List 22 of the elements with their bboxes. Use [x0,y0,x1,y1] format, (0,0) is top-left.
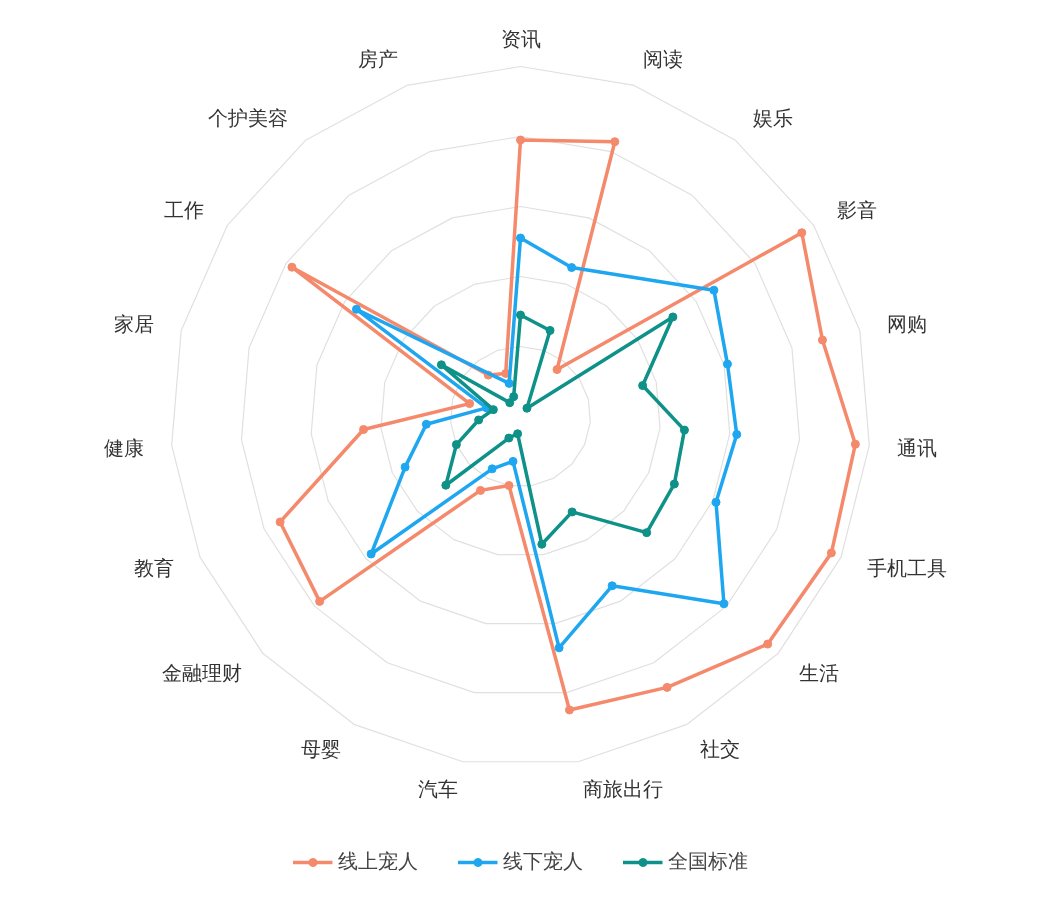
spoke-label: 母婴 [300,736,341,761]
spoke-label: 教育 [134,556,175,581]
spoke-label: 网购 [886,311,927,336]
spoke-label: 社交 [700,736,741,761]
spoke-label: 娱乐 [752,106,793,131]
spoke-label: 影音 [836,197,877,222]
legend-label: 全国标准 [667,848,748,875]
spoke-label: 个护美容 [208,106,289,131]
spoke-label: 阅读 [643,46,684,71]
spoke-label: 资讯 [500,26,541,51]
spoke-label: 汽车 [418,777,459,802]
spoke-label: 生活 [798,660,839,685]
spoke-label: 健康 [103,435,144,460]
spoke-label: 工作 [164,197,205,222]
spoke-label: 通讯 [897,435,938,460]
spoke-label: 金融理财 [162,660,243,685]
legend-label: 线上宠人 [337,848,418,875]
legend-label: 线下宠人 [502,848,583,875]
spoke-label: 商旅出行 [582,777,663,802]
spoke-label: 手机工具 [866,556,947,581]
spoke-label: 家居 [114,311,155,336]
spoke-label: 房产 [357,46,398,71]
